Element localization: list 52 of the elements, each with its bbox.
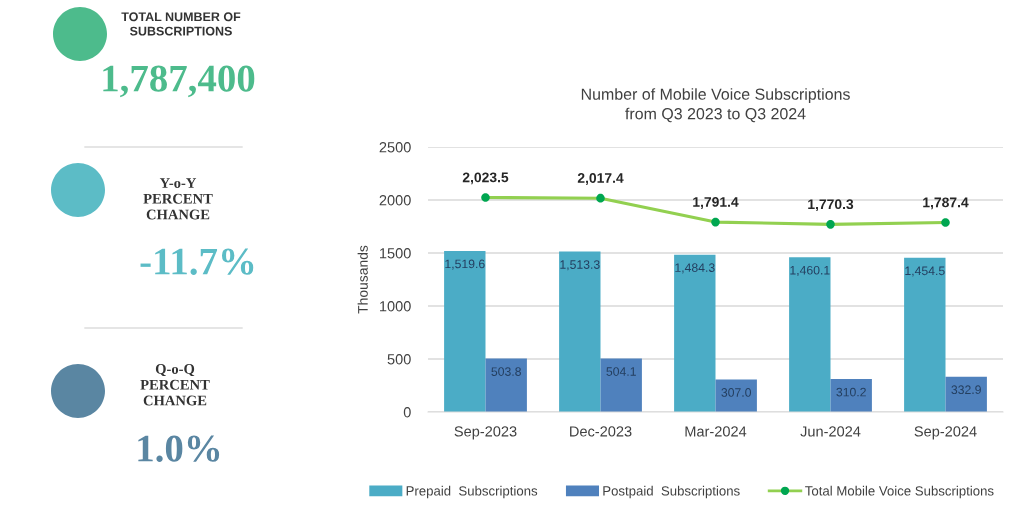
point — [941, 218, 950, 227]
category-label: TOTAL NUMBER OF SUBSCRIPTIONS — [121, 12, 241, 36]
bar — [904, 257, 946, 412]
legend-label: Postpaid Subscriptions — [603, 485, 740, 499]
data-label: 504.1 — [606, 367, 636, 376]
bar — [600, 358, 642, 412]
data-label: 1,519.6 — [445, 259, 485, 270]
data-label: 307.0 — [721, 388, 752, 397]
y-tick-label: 2000 — [379, 195, 411, 206]
y-tick-label: 0 — [403, 407, 411, 418]
x-tick-label: Dec-2023 — [570, 426, 632, 437]
y-tick-label: 2500 — [379, 142, 411, 153]
data-label: 1,454.5 — [905, 266, 945, 277]
y-tick-label: 500 — [387, 354, 411, 365]
data-label: 310.2 — [836, 387, 866, 397]
y-tick-label: 1000 — [380, 301, 411, 312]
point — [596, 193, 605, 203]
data-label: 1,513.3 — [560, 260, 600, 271]
text: 1,787,400 — [103, 65, 255, 98]
bar — [444, 250, 486, 412]
data-label: 1,460.1 — [790, 265, 830, 276]
data-label: 332.9 — [951, 385, 981, 395]
x-tick-label: Sep-2024 — [914, 426, 977, 440]
point — [826, 220, 835, 229]
data-label: 1,484.3 — [675, 263, 715, 274]
data-label: 1,787.4 — [923, 197, 969, 210]
bar — [674, 254, 716, 412]
x-tick-label: Jun-2024 — [800, 426, 861, 437]
bar — [559, 251, 601, 412]
data-label: 1,770.3 — [808, 199, 854, 212]
point — [711, 217, 720, 227]
category-label: Q-o-Q PERCENT CHANGE — [140, 364, 210, 406]
bar — [945, 376, 987, 412]
bar — [485, 358, 527, 412]
text: -11.7% — [140, 248, 254, 275]
data-label: 1,791.4 — [693, 197, 739, 209]
text: 1.0% — [138, 435, 220, 462]
data-label: 503.8 — [491, 367, 521, 376]
legend-label: Total Mobile Voice Subscriptions — [805, 485, 994, 499]
x-tick-label: Sep-2023 — [454, 426, 517, 440]
point — [481, 193, 490, 202]
x-tick-label: Mar-2024 — [685, 426, 747, 437]
data-label: 2,017.4 — [577, 173, 624, 185]
y-tick-label: 1500 — [380, 248, 411, 259]
bar — [715, 379, 757, 412]
category-label: Y-o-Y PERCENT CHANGE — [143, 178, 213, 220]
y-axis-title: Thousands — [357, 245, 368, 314]
chart-title: Number of Mobile Voice Subscriptions from Q3 2023 to Q3 2024 — [581, 88, 850, 123]
legend-label: Prepaid Subscriptions — [406, 485, 538, 499]
bar — [789, 257, 831, 412]
data-label: 2,023.5 — [462, 172, 509, 185]
bar — [830, 379, 872, 412]
